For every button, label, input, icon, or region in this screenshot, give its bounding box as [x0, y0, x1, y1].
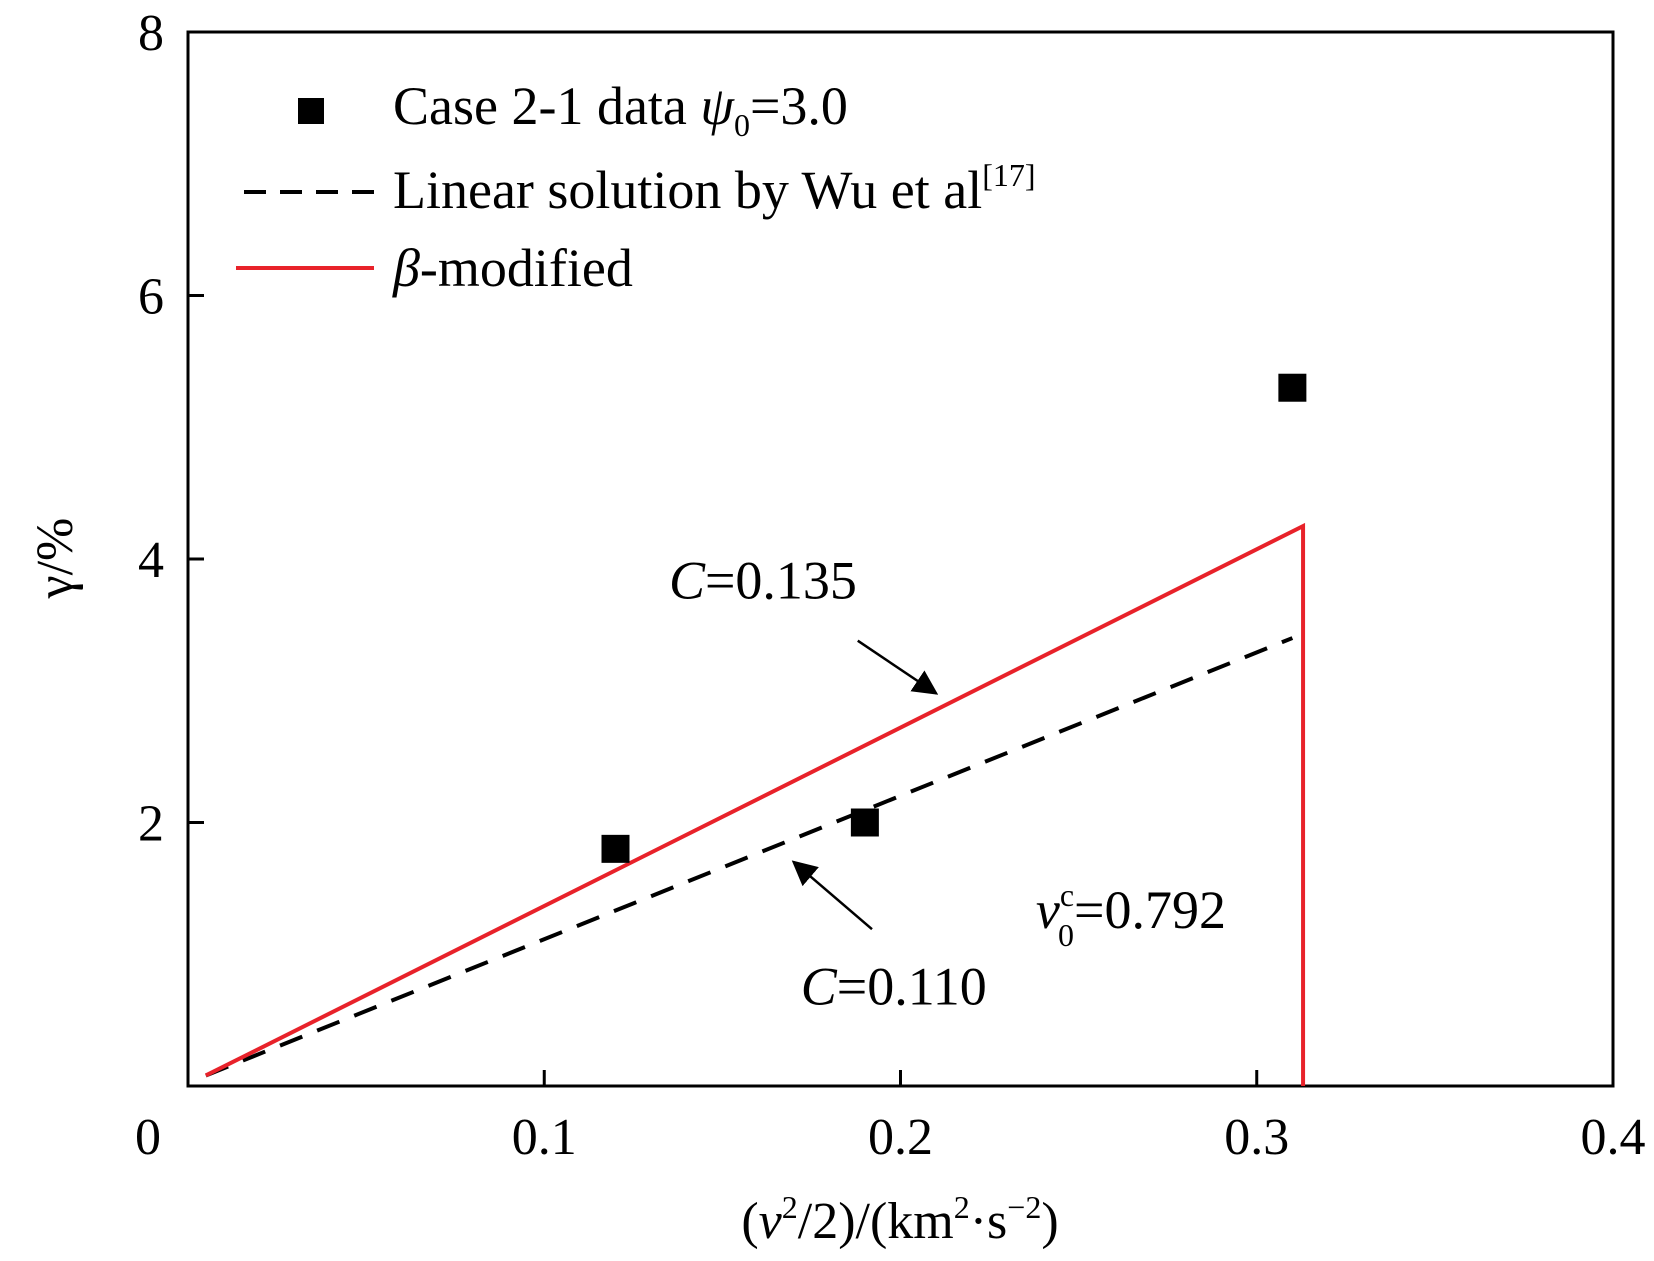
y-tick-label: 2 [138, 796, 164, 853]
y-axis-ticks: 2 4 6 8 [138, 5, 204, 853]
legend: Case 2-1 data ψ0=3.0 Linear solution by … [236, 76, 1036, 298]
y-tick-label: 4 [138, 532, 164, 589]
linear-solution-line [205, 636, 1294, 1078]
annotation-arrow-c110 [791, 860, 873, 931]
legend-marker-scatter [298, 98, 324, 124]
series-points [601, 373, 1307, 863]
x-axis-ticks: 0 0.1 0.2 0.3 0.4 [135, 1070, 1646, 1166]
y-axis-title: γ/% [27, 518, 84, 600]
legend-label-scatter: Case 2-1 data ψ0=3.0 [393, 76, 848, 143]
annotation-c135: C=0.135 [669, 551, 857, 611]
series-lines [204, 522, 1306, 1086]
annotations: C=0.135 C=0.110 vc 0=0.792 [669, 551, 1226, 1017]
x-tick-label: 0.1 [512, 1109, 577, 1166]
legend-label-solid: β-modified [392, 238, 633, 298]
annotation-arrow-c135 [857, 639, 939, 695]
annotation-c110: C=0.110 [801, 956, 987, 1016]
x-tick-label: 0 [135, 1109, 161, 1166]
data-point [850, 808, 879, 837]
data-point [1278, 373, 1307, 402]
y-tick-label: 8 [138, 5, 164, 62]
data-point [601, 834, 630, 863]
x-tick-label: 0.2 [868, 1109, 933, 1166]
x-tick-label: 0.4 [1581, 1109, 1646, 1166]
x-tick-label: 0.3 [1224, 1109, 1289, 1166]
beta-modified-line [204, 522, 1306, 1086]
x-axis-title: (v2/2)/(km2·s−2) [741, 1189, 1058, 1250]
annotation-v0c: vc 0=0.792 [1036, 877, 1226, 953]
legend-label-dashed: Linear solution by Wu et al[17] [393, 157, 1036, 220]
y-tick-label: 6 [138, 269, 164, 326]
